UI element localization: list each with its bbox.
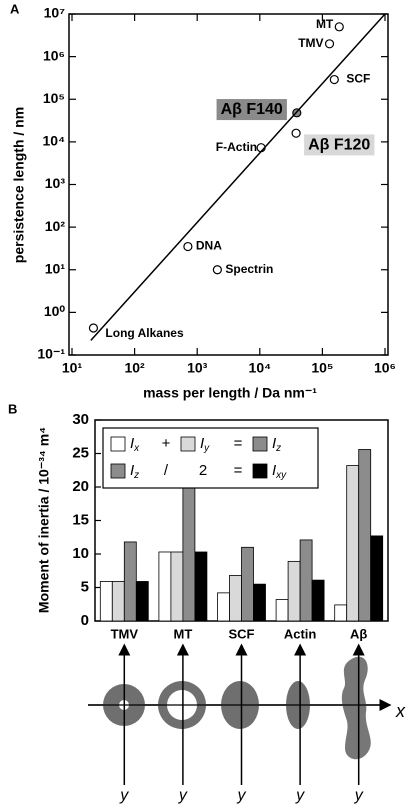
- y-tick-label: 30: [72, 411, 89, 428]
- data-point: [212, 265, 222, 275]
- legend-swatch: [252, 436, 268, 452]
- y-axis-label: persistence length / nm: [11, 107, 27, 263]
- legend-label: Iz: [130, 462, 139, 481]
- fit-line: [90, 13, 386, 341]
- x-tick-label: 10²: [124, 360, 145, 376]
- legend-swatch: [180, 436, 196, 452]
- legend-swatch: [252, 463, 268, 479]
- y-tick-label: 10⁵: [43, 90, 65, 106]
- legend-operator: =: [234, 435, 243, 452]
- bar: [182, 482, 196, 622]
- diagram-y-label: y: [237, 787, 247, 804]
- y-tick-label: 10⁴: [43, 133, 66, 149]
- x-tick-label: 10⁴: [249, 360, 272, 376]
- y-tick-label: 10²: [45, 218, 66, 234]
- panel-label: B: [8, 401, 17, 416]
- y-tick-label: 25: [72, 444, 89, 461]
- x-tick-label: Aβ: [350, 626, 367, 641]
- legend-swatch: [110, 436, 126, 452]
- point-label: DNA: [196, 239, 222, 253]
- bar: [241, 546, 254, 622]
- bar: [229, 575, 242, 622]
- cross-sections: [88, 656, 392, 760]
- plot-frame: [68, 13, 389, 356]
- data-point: [88, 323, 99, 333]
- bar: [135, 581, 149, 622]
- y-tick-label: 15: [72, 511, 89, 528]
- diagram-x-label: x: [395, 701, 406, 721]
- y-axis-label: Moment of inertia / 10⁻³⁴ m⁴: [36, 427, 52, 613]
- y-tick-label: 5: [81, 578, 89, 595]
- y-tick-label: 0: [81, 612, 89, 629]
- bar: [370, 535, 384, 622]
- y-tick-label: 10⁰: [44, 303, 66, 319]
- diagram-y-label: y: [119, 787, 129, 804]
- bar: [158, 551, 172, 622]
- label-background: [304, 134, 375, 156]
- bar: [170, 551, 184, 622]
- x-axis-label: mass per length / Da nm⁻¹: [143, 385, 317, 401]
- x-tick-label: 10⁶: [374, 360, 396, 376]
- data-point: [334, 22, 344, 32]
- bar: [334, 604, 348, 622]
- x-tick-label: 10³: [187, 360, 208, 376]
- y-tick-label: 10⁻¹: [37, 346, 65, 362]
- bar: [123, 541, 137, 622]
- point-label: Long Alkanes: [105, 326, 184, 340]
- bar: [111, 581, 125, 622]
- bar: [287, 560, 301, 622]
- y-tick-label: 10: [72, 545, 89, 562]
- bar: [299, 539, 313, 622]
- x-tick-label: MT: [174, 626, 193, 641]
- diagram-y-label: y: [178, 787, 188, 804]
- bar: [358, 449, 372, 622]
- abeta-section: [341, 656, 371, 760]
- x-tick-label: 10⁵: [311, 360, 333, 376]
- bar: [275, 599, 289, 622]
- panel-label: A: [10, 1, 20, 16]
- y-tick-label: 10⁶: [43, 47, 65, 63]
- legend-box: [102, 427, 319, 489]
- point-label: F-Actin: [216, 140, 257, 154]
- y-tick-label: 10¹: [45, 260, 66, 276]
- point-label: TMV: [298, 36, 323, 50]
- x-tick-label: Actin: [284, 626, 317, 641]
- data-point: [183, 241, 193, 252]
- point-label: Aβ F140: [221, 101, 283, 118]
- legend-operator: /: [164, 462, 169, 479]
- data-point: [324, 39, 335, 49]
- bar: [194, 551, 208, 622]
- legend-operator: =: [234, 462, 243, 479]
- bar: [217, 592, 230, 622]
- point-label: SCF: [346, 72, 370, 86]
- bar: [253, 583, 266, 622]
- bar: [99, 581, 113, 622]
- point-label: MT: [316, 17, 334, 31]
- point-label: Aβ F120: [308, 136, 370, 153]
- legend-operator: 2: [199, 462, 207, 479]
- legend-operator: +: [162, 435, 171, 452]
- point-label: Spectrin: [225, 262, 273, 276]
- legend: Ix + Iy = Iz Iz / 2 = Ixy: [102, 427, 319, 489]
- x-tick-label: SCF: [229, 626, 255, 641]
- legend-swatch: [110, 463, 126, 479]
- legend-label: Iy: [200, 435, 210, 454]
- bar: [346, 465, 360, 622]
- legend-label: Iz: [272, 435, 281, 454]
- data-point: [329, 74, 339, 85]
- legend-label: Ix: [130, 435, 140, 454]
- y-tick-label: 10³: [45, 175, 66, 191]
- bar: [311, 579, 325, 622]
- data-point: [291, 128, 301, 138]
- legend-label: Ixy: [272, 462, 287, 481]
- x-tick-label: 10¹: [62, 360, 83, 376]
- diagram-y-label: y: [295, 787, 305, 804]
- y-tick-label: 20: [72, 478, 89, 495]
- y-tick-label: 10⁷: [44, 5, 66, 21]
- x-tick-label: TMV: [111, 626, 139, 641]
- label-background: [216, 99, 287, 121]
- diagram-y-label: y: [354, 787, 364, 804]
